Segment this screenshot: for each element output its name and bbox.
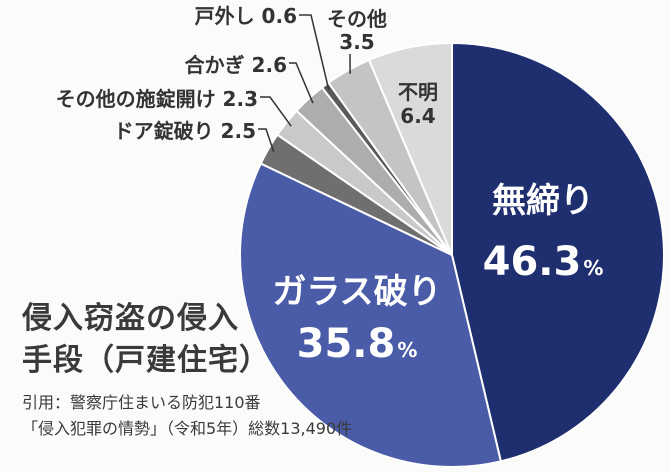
- slice-value-label: 6.4: [400, 104, 435, 128]
- pie-slice: [239, 162, 503, 468]
- slice-label: 戸外し 0.6: [195, 4, 297, 28]
- slice-label: 無締り: [492, 181, 594, 221]
- slice-label: ドア錠破り 2.5: [114, 119, 256, 143]
- slice-label: 合かぎ 2.6: [185, 53, 287, 77]
- source-note: 引用：警察庁住まいる防犯110番 「侵入犯罪の情勢」（令和5年）総数13,490…: [22, 390, 352, 442]
- slice-label: 不明: [398, 80, 438, 104]
- slice-label: その他の施錠開け 2.3: [56, 87, 258, 111]
- source-line-1: 引用：警察庁住まいる防犯110番: [22, 393, 261, 412]
- slice-label: その他: [327, 7, 387, 31]
- slice-value-label: 3.5: [339, 30, 374, 54]
- chart-title-line-1: 侵入窃盗の侵入: [22, 301, 239, 336]
- leader-line: [289, 62, 314, 104]
- pie-slice: [451, 41, 665, 463]
- slice-label: ガラス破り: [272, 272, 441, 312]
- chart-title: 侵入窃盗の侵入 手段（戸建住宅）: [22, 298, 270, 382]
- pie-slice: [367, 41, 453, 256]
- source-line-2: 「侵入犯罪の情勢」（令和5年）総数13,490件: [22, 419, 353, 438]
- leader-line: [299, 14, 330, 91]
- leader-line: [260, 96, 292, 127]
- slice-value-label: 46.3%: [483, 239, 604, 285]
- leader-line: [258, 128, 275, 153]
- chart-title-line-2: 手段（戸建住宅）: [22, 343, 270, 378]
